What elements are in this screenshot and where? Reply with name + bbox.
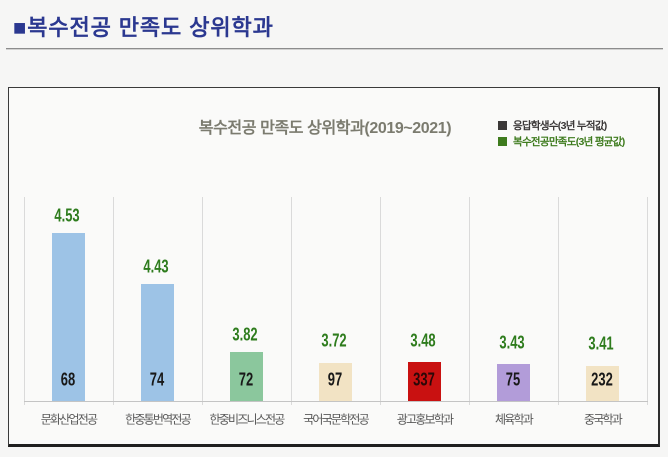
category-gridline — [24, 197, 25, 405]
bar-한중비즈니스전공 — [230, 352, 263, 401]
bar-문화산업전공 — [52, 232, 85, 401]
student-count-label: 72 — [238, 369, 254, 389]
student-count-label: 74 — [149, 369, 165, 389]
student-count-label: 75 — [505, 369, 521, 389]
legend-item-satisfaction: 복수전공만족도(3년 평균값) — [498, 134, 625, 149]
category-gridline — [202, 197, 203, 405]
plot-area: 4.53 68 문화산업전공 4.43 74 한중통번역전공 3.82 72 한중비즈니스전공 3… — [9, 88, 661, 445]
category-gridline — [469, 197, 470, 405]
student-count-label: 97 — [327, 369, 343, 389]
category-gridline — [113, 197, 114, 405]
category-label: 광고홍보학과 — [396, 412, 454, 427]
bar-한중통번역전공 — [141, 284, 174, 401]
category-gridline — [291, 197, 292, 405]
satisfaction-value-label: 3.72 — [320, 330, 347, 351]
student-count-label: 232 — [591, 369, 613, 389]
category-label: 중국학과 — [584, 412, 623, 427]
bar-체육학과 — [497, 364, 530, 401]
category-label: 문화산업전공 — [40, 412, 98, 427]
satisfaction-series-swatch-icon — [498, 136, 507, 146]
satisfaction-value-label: 4.43 — [142, 256, 169, 277]
legend-label-satisfaction: 복수전공만족도(3년 평균값) — [513, 135, 625, 148]
satisfaction-value-label: 3.82 — [231, 324, 258, 345]
category-label: 한중비즈니스전공 — [209, 412, 286, 427]
chart-title: 복수전공 만족도 상위학과(2019~2021) — [198, 120, 452, 137]
satisfaction-value-label: 3.41 — [587, 333, 614, 354]
category-gridline — [647, 197, 648, 405]
student-count-label: 68 — [60, 369, 76, 389]
chart-panel: 복수전공 만족도 상위학과(2019~2021) 응답학생수(3년 누적값) 복… — [8, 87, 660, 447]
header-divider — [6, 48, 663, 49]
legend-label-students: 응답학생수(3년 누적값) — [513, 120, 607, 132]
satisfaction-value-label: 3.48 — [409, 330, 436, 350]
students-series-swatch-icon — [498, 121, 507, 130]
category-label: 국어국문학전공 — [303, 412, 369, 427]
page-title: ■복수전공 만족도 상위학과 — [13, 15, 274, 40]
bar-국어국문학전공 — [319, 362, 352, 401]
category-gridline — [380, 197, 381, 405]
category-label: 체육학과 — [495, 412, 534, 427]
legend-item-students: 응답학생수(3년 누적값) — [498, 118, 607, 133]
x-axis-line — [24, 401, 648, 402]
bar-광고홍보학과 — [408, 362, 441, 401]
category-gridline — [558, 197, 559, 405]
category-label: 한중통번역전공 — [125, 412, 191, 427]
satisfaction-value-label: 3.43 — [498, 332, 525, 352]
student-count-label: 337 — [413, 369, 435, 389]
bar-중국학과 — [586, 365, 619, 401]
satisfaction-value-label: 4.53 — [53, 205, 80, 225]
